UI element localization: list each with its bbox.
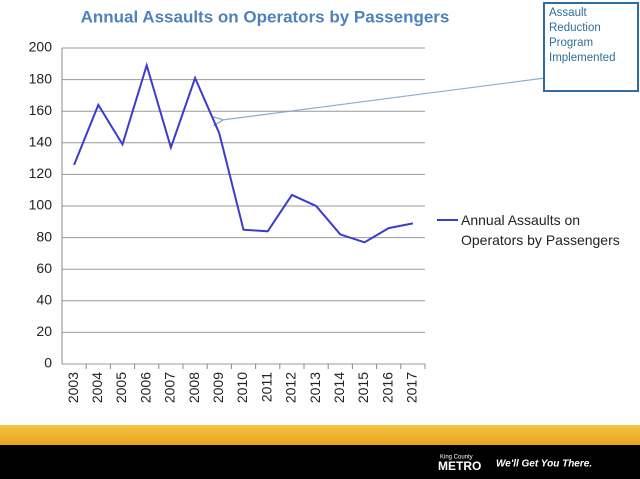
y-tick-label: 40: [36, 292, 52, 308]
y-tick-label: 120: [29, 165, 53, 181]
x-tick-label: 2015: [355, 372, 371, 403]
x-tick-label: 2014: [331, 372, 347, 403]
x-tick-label: 2016: [379, 372, 395, 403]
y-tick-label: 140: [29, 134, 53, 150]
chart-title: Annual Assaults on Operators by Passenge…: [81, 7, 450, 26]
y-tick-label: 200: [29, 39, 53, 55]
x-tick-label: 2008: [186, 372, 202, 403]
x-tick-label: 2012: [283, 372, 299, 403]
y-tick-label: 80: [36, 228, 52, 244]
x-tick-label: 2010: [234, 372, 250, 403]
x-tick-label: 2009: [210, 372, 226, 403]
footer-bar: [0, 445, 640, 479]
slogan: We'll Get You There.: [496, 459, 592, 470]
x-tick-label: 2017: [404, 372, 420, 403]
y-tick-label: 180: [29, 70, 53, 86]
y-tick-label: 60: [36, 260, 52, 276]
data-line: [73, 61, 414, 244]
x-tick-label: 2013: [307, 372, 323, 403]
x-tick-label: 2004: [89, 372, 105, 403]
y-tick-label: 0: [44, 355, 52, 371]
y-tick-label: 160: [29, 102, 53, 118]
x-tick-label: 2003: [65, 372, 81, 403]
y-tick-label: 100: [29, 197, 53, 213]
legend-label: Annual Assaults on Operators by Passenge…: [461, 212, 620, 248]
y-tick-label: 20: [36, 323, 52, 339]
x-tick-label: 2006: [137, 372, 153, 403]
x-tick-label: 2011: [258, 372, 274, 402]
annotation: Assault Reduction Program Implemented: [543, 2, 639, 92]
logo-top: King County: [440, 455, 473, 461]
logo: METRO: [438, 459, 481, 473]
annotation-arrow: [222, 77, 546, 120]
x-tick-label: 2005: [113, 372, 129, 403]
footer-band: [0, 425, 640, 445]
x-tick-label: 2007: [162, 372, 178, 403]
